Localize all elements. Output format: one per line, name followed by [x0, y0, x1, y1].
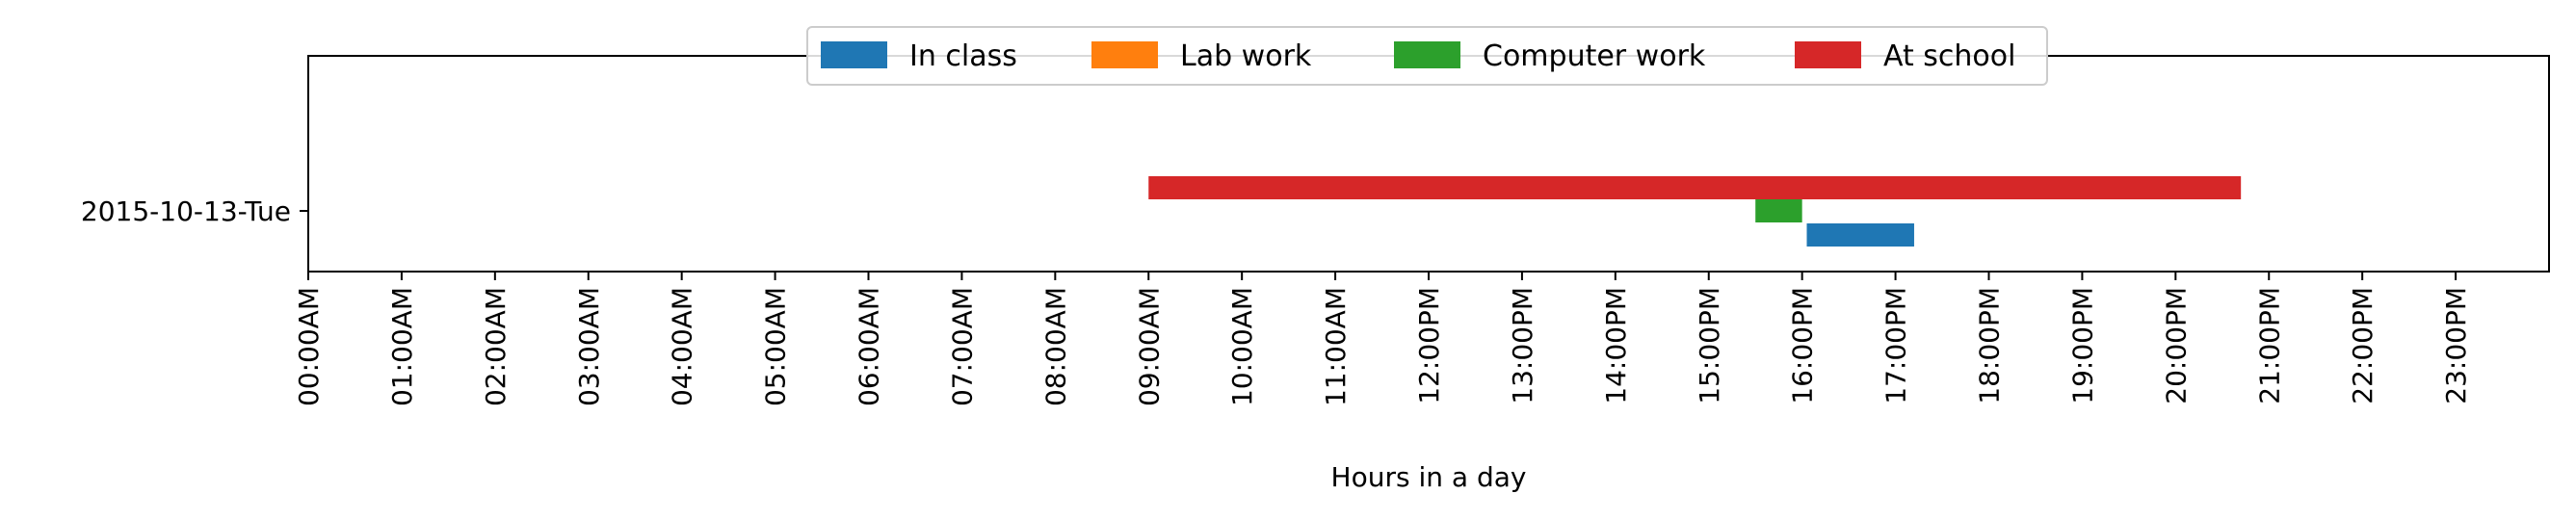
x-axis-label: Hours in a day — [1331, 461, 1527, 493]
x-tick-label: 08:00AM — [1039, 287, 1071, 406]
x-tick-label: 01:00AM — [386, 287, 418, 406]
x-tick-label: 21:00PM — [2253, 287, 2285, 404]
legend-swatch-lab-work — [1091, 41, 1158, 68]
x-tick-label: 19:00PM — [2066, 287, 2098, 404]
bar-computer-work — [1755, 199, 1802, 222]
x-tick-label: 22:00PM — [2347, 287, 2379, 404]
x-tick-label: 06:00AM — [854, 287, 885, 406]
x-tick-label: 14:00PM — [1600, 287, 1632, 404]
x-tick-label: 03:00AM — [573, 287, 605, 406]
x-tick-label: 11:00AM — [1320, 287, 1352, 406]
x-tick-label: 16:00PM — [1787, 287, 1819, 404]
x-tick-label: 10:00AM — [1226, 287, 1258, 406]
x-tick-label: 04:00AM — [667, 287, 698, 406]
y-tick-label: 2015-10-13-Tue — [81, 195, 291, 227]
bar-at-school — [1148, 176, 2242, 199]
legend-swatch-in-class — [821, 41, 887, 68]
x-tick-label: 17:00PM — [1880, 287, 1912, 404]
plot-frame — [307, 55, 2550, 273]
legend-label-in-class: In class — [909, 39, 1017, 73]
legend-label-at-school: At school — [1883, 39, 2015, 73]
x-tick-label: 09:00AM — [1133, 287, 1165, 406]
x-tick-label: 23:00PM — [2440, 287, 2472, 404]
x-tick-label: 13:00PM — [1507, 287, 1538, 404]
x-tick-label: 15:00PM — [1694, 287, 1725, 404]
legend-swatch-at-school — [1795, 41, 1861, 68]
x-axis: 00:00AM 01:00AM 02:00AM 03:00AM 04:00AM 05:00… — [293, 272, 2472, 406]
bar-in-class — [1806, 223, 1914, 247]
legend-swatch-computer-work — [1394, 41, 1460, 68]
x-tick-label: 18:00PM — [1974, 287, 2006, 404]
bars-layer — [1148, 176, 2242, 247]
x-tick-label: 12:00PM — [1413, 287, 1445, 404]
x-tick-label: 02:00AM — [480, 287, 512, 406]
legend-label-computer-work: Computer work — [1483, 39, 1706, 73]
x-tick-label: 07:00AM — [946, 287, 978, 406]
legend-label-lab-work: Lab work — [1180, 39, 1312, 73]
x-tick-label: 20:00PM — [2160, 287, 2192, 404]
x-tick-label: 05:00AM — [760, 287, 792, 406]
y-axis: 2015-10-13-Tue — [81, 195, 308, 227]
x-tick-label: 00:00AM — [293, 287, 325, 406]
legend: In class Lab work Computer work At school — [806, 26, 2048, 86]
